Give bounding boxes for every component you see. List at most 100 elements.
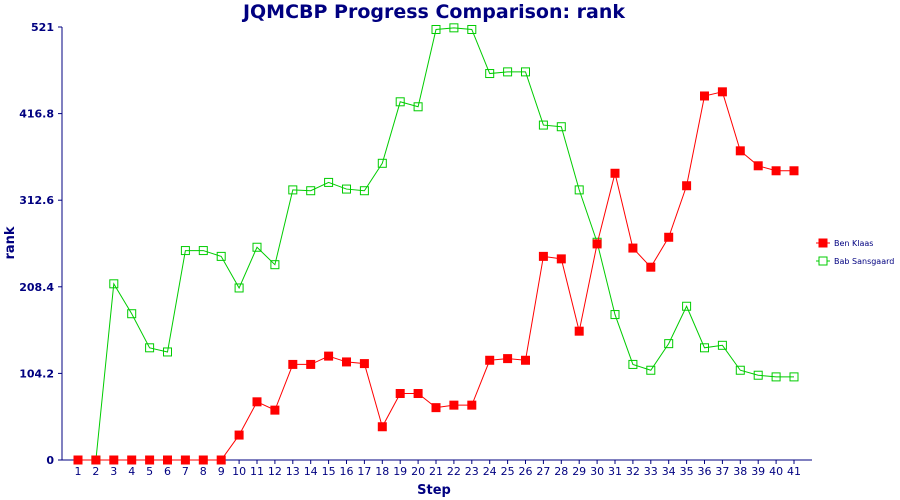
x-tick-label: 24 [483, 465, 497, 478]
legend-marker [818, 238, 828, 248]
data-point [145, 455, 155, 465]
data-point [521, 355, 530, 365]
x-tick-label: 18 [375, 465, 389, 478]
data-point [395, 389, 405, 399]
data-point [359, 186, 369, 196]
data-point [449, 23, 459, 33]
data-point [288, 359, 298, 369]
y-tick-label: 0 [46, 454, 54, 467]
data-point [700, 343, 709, 353]
series-bab-sansgaard [73, 23, 799, 465]
data-point [73, 455, 83, 465]
data-point [109, 455, 119, 465]
x-tick-label: 34 [662, 465, 676, 478]
data-point [180, 246, 190, 256]
chart-title: JQMCBP Progress Comparison: rank [241, 1, 625, 23]
x-tick-label: 4 [128, 465, 135, 478]
data-point [306, 186, 316, 196]
data-point [216, 455, 226, 465]
data-point [485, 355, 495, 365]
x-tick-label: 37 [715, 465, 729, 478]
legend-item: Ben Klaas [816, 238, 873, 248]
data-point [664, 339, 674, 349]
data-point [521, 67, 530, 77]
x-tick-label: 25 [501, 465, 515, 478]
data-point [324, 351, 334, 361]
data-point [145, 343, 155, 353]
x-tick-label: 41 [787, 465, 801, 478]
legend-label: Bab Sansgaard [834, 257, 894, 266]
data-point [646, 365, 656, 375]
x-tick-label: 14 [304, 465, 318, 478]
data-point [180, 455, 190, 465]
data-point [198, 246, 208, 256]
data-point [610, 168, 620, 178]
data-point [753, 370, 763, 380]
data-point [377, 422, 387, 432]
data-point [198, 455, 208, 465]
data-point [324, 177, 334, 187]
x-tick-label: 40 [769, 465, 783, 478]
data-point [109, 279, 119, 289]
x-tick-label: 17 [357, 465, 371, 478]
x-tick-label: 33 [644, 465, 658, 478]
x-tick-label: 19 [393, 465, 407, 478]
data-point [342, 184, 351, 194]
data-point [628, 359, 638, 369]
data-point [592, 239, 602, 249]
x-tick-label: 26 [519, 465, 533, 478]
x-tick-label: 28 [554, 465, 568, 478]
data-point [377, 158, 387, 168]
data-point [91, 455, 101, 465]
x-axis-label: Step [417, 483, 451, 498]
x-tick-label: 13 [286, 465, 300, 478]
x-tick-label: 11 [250, 465, 264, 478]
x-tick-label: 31 [608, 465, 622, 478]
data-point [753, 161, 763, 171]
legend-label: Ben Klaas [834, 239, 873, 248]
x-tick-label: 2 [92, 465, 99, 478]
y-tick-label: 104.2 [19, 367, 54, 380]
x-tick-label: 20 [411, 465, 425, 478]
data-point [700, 91, 709, 101]
legend-item: Bab Sansgaard [816, 256, 894, 266]
data-point [467, 24, 477, 34]
x-tick-label: 30 [590, 465, 604, 478]
data-point [234, 283, 244, 293]
x-tick-label: 6 [164, 465, 171, 478]
x-tick-label: 23 [465, 465, 479, 478]
x-tick-label: 39 [751, 465, 765, 478]
series-line [78, 27, 794, 461]
data-point [628, 243, 638, 253]
x-tick-label: 32 [626, 465, 640, 478]
data-point [395, 97, 405, 107]
data-point [682, 301, 692, 311]
y-axis-label: rank [3, 226, 18, 259]
data-point [574, 326, 584, 336]
x-tick-label: 10 [232, 465, 246, 478]
data-point [431, 24, 441, 34]
data-point [234, 430, 244, 440]
x-tick-label: 12 [268, 465, 282, 478]
y-tick-label: 208.4 [19, 281, 54, 294]
data-point [789, 166, 799, 176]
x-tick-label: 16 [340, 465, 354, 478]
legend-marker [818, 256, 828, 266]
data-point [413, 389, 423, 399]
series-layer [73, 23, 799, 465]
x-tick-label: 9 [218, 465, 225, 478]
x-tick-label: 7 [182, 465, 189, 478]
data-point [163, 347, 172, 357]
data-point [252, 397, 262, 407]
y-tick-label: 312.6 [19, 194, 54, 207]
data-point [717, 340, 727, 350]
data-point [359, 359, 369, 369]
x-tick-label: 22 [447, 465, 461, 478]
data-point [503, 67, 513, 77]
chart-legend: Ben Klaas Bab Sansgaard [816, 238, 894, 266]
y-axis-ticks: 0 104.2 208.4 312.6 416.8 521 [19, 21, 62, 467]
series-ben-klaas [73, 87, 799, 465]
data-point [771, 166, 781, 176]
data-point [503, 354, 513, 364]
